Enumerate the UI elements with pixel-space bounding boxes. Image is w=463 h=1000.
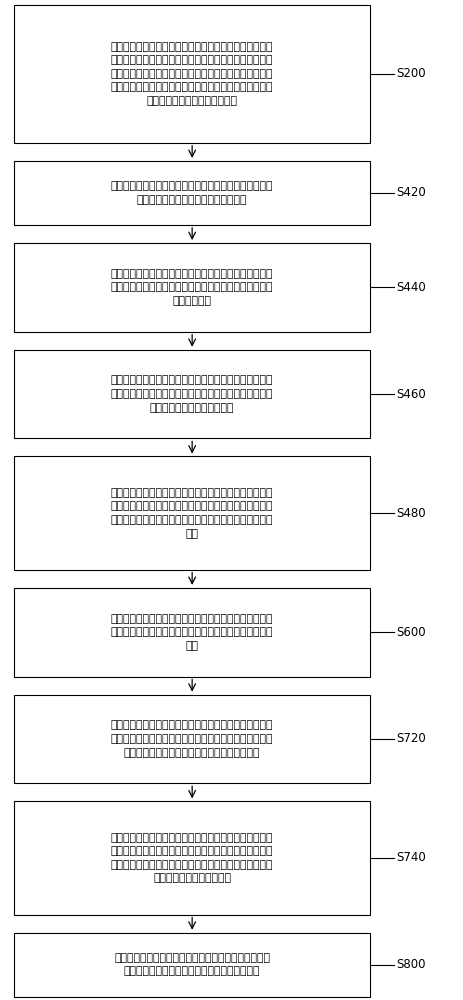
Text: 获取磨煤机容量风门输入值，分别比对磨煤机容量风门输
入值的上限值与预设磨煤机容量风门输入值的上限值，以
及容量风门输入值的下限值与预设磨煤机容量风门输入值
的下: 获取磨煤机容量风门输入值，分别比对磨煤机容量风门输 入值的上限值与预设磨煤机容量… — [111, 42, 273, 106]
Bar — [14, 5, 370, 143]
Text: S720: S720 — [396, 732, 425, 745]
Bar — [14, 695, 370, 783]
Text: S800: S800 — [396, 958, 425, 971]
Text: S440: S440 — [396, 281, 425, 294]
Text: 当所述磨煤机入口风压偏置量发生变化时，根据当前磨煤
机入口风压偏置量和当前磨煤机入口风压设定值偏置变化
速率，获取当前时刻的磨煤机入口风压设定值偏置量的动
态值: 当所述磨煤机入口风压偏置量发生变化时，根据当前磨煤 机入口风压偏置量和当前磨煤机… — [111, 488, 273, 539]
Text: 获取磨煤机的热一次风母管压力和磨煤机中风机出口的一
次风压，计算所述磨煤机的热一次风母管压力与所述磨煤
机中风机出口的一次风压的差值，获得风压差值: 获取磨煤机的热一次风母管压力和磨煤机中风机出口的一 次风压，计算所述磨煤机的热一… — [111, 720, 273, 758]
Text: 将所述相应的磨煤机入口风压设定值偏置量的动态值与预
设的磨煤机入口风压设定值整合，获得磨煤机入口风压控
制量: 将所述相应的磨煤机入口风压设定值偏置量的动态值与预 设的磨煤机入口风压设定值整合… — [111, 614, 273, 651]
Text: 确定预设的磨煤机入口风压设定偏置的目标值集和预设的
磨煤机入口风压设定值偏置变化速率集: 确定预设的磨煤机入口风压设定偏置的目标值集和预设的 磨煤机入口风压设定值偏置变化… — [111, 181, 273, 205]
Bar — [14, 161, 370, 225]
Bar — [14, 933, 370, 997]
Text: 根据所述热风压力与容量风量联动触发方向指令和预设的
磨煤机入口风压设定偏置的目标值集，确定当前磨煤机入
口风压偏置量: 根据所述热风压力与容量风量联动触发方向指令和预设的 磨煤机入口风压设定偏置的目标… — [111, 269, 273, 306]
Text: 根据所述热风压力与容量风量联动触发方向指令和预设的
磨煤机入口风压设定值偏置变化速率集，确定当前磨煤机
入口风压设定值偏置变化速率: 根据所述热风压力与容量风量联动触发方向指令和预设的 磨煤机入口风压设定值偏置变化… — [111, 375, 273, 413]
Text: S460: S460 — [396, 388, 425, 401]
Bar — [14, 456, 370, 570]
Text: 判断所述磨煤机入口风压控制量是否超过预设风压控制阈
值，若超过，则说明热风压力与容量风量联动失效，丢弃
数据终止操作，若未超过，则根据所述风压差值调节与磨
煤机: 判断所述磨煤机入口风压控制量是否超过预设风压控制阈 值，若超过，则说明热风压力与… — [111, 833, 273, 883]
Bar — [14, 350, 370, 438]
Bar — [14, 801, 370, 915]
Text: S480: S480 — [396, 507, 425, 520]
Bar — [14, 243, 370, 332]
Text: S420: S420 — [396, 186, 425, 199]
Bar — [14, 588, 370, 677]
Text: S600: S600 — [396, 626, 425, 639]
Text: S200: S200 — [396, 67, 425, 80]
Text: 根据所述磨煤机入口风压控制量控制磨煤机入口风压，
使磨煤机容量风门的开度在可调的线性区内调节: 根据所述磨煤机入口风压控制量控制磨煤机入口风压， 使磨煤机容量风门的开度在可调的… — [114, 953, 270, 976]
Text: S740: S740 — [396, 851, 425, 864]
